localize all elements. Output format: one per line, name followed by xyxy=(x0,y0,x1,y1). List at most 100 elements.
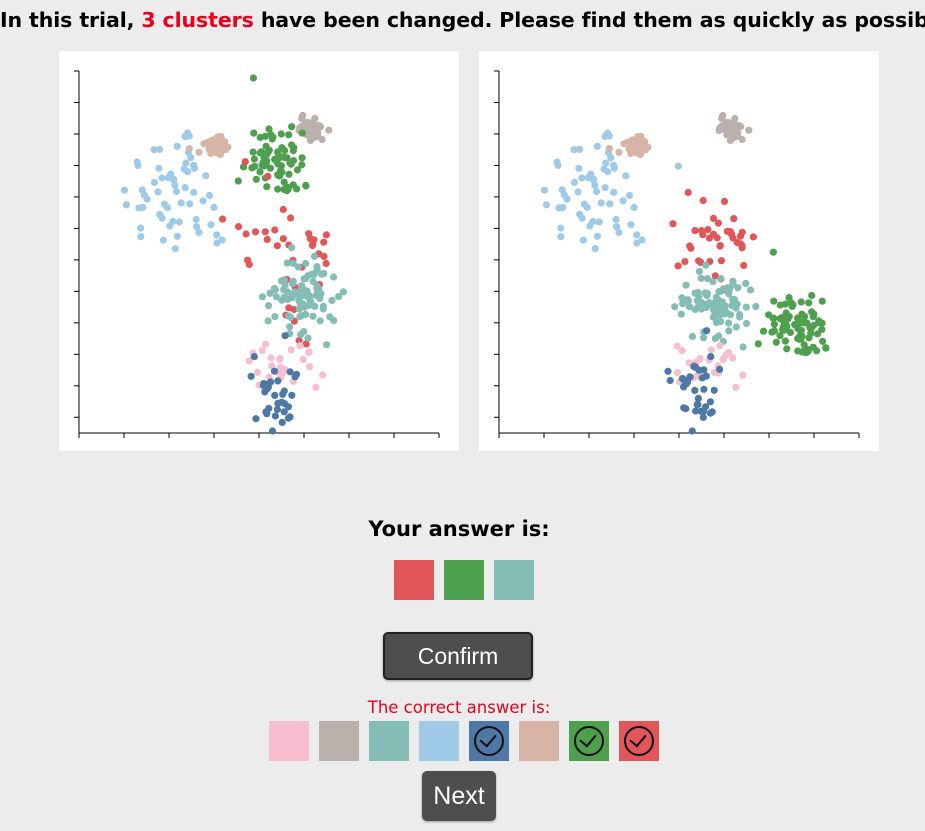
point xyxy=(247,372,255,380)
point xyxy=(256,168,264,176)
point xyxy=(274,399,282,407)
point xyxy=(293,166,302,174)
correct-swatch-pink[interactable] xyxy=(269,721,309,761)
point xyxy=(256,149,264,157)
point xyxy=(287,160,295,168)
point xyxy=(738,241,746,249)
point xyxy=(782,317,790,325)
point xyxy=(267,354,275,362)
point xyxy=(673,342,681,350)
point xyxy=(709,214,718,222)
point xyxy=(299,355,307,363)
point xyxy=(319,371,327,379)
point xyxy=(725,319,733,327)
point xyxy=(717,257,725,265)
point xyxy=(705,234,714,242)
point xyxy=(210,203,218,211)
point xyxy=(298,154,306,162)
correct-swatch-teal[interactable] xyxy=(369,721,409,761)
point xyxy=(677,310,685,318)
point xyxy=(724,284,732,292)
point xyxy=(211,142,219,150)
answer-swatch-green[interactable] xyxy=(444,560,484,600)
point xyxy=(137,233,145,241)
point xyxy=(794,314,802,322)
scatterplot-before-svg xyxy=(74,70,440,438)
point xyxy=(673,368,681,377)
cluster-dark-blue xyxy=(247,332,301,435)
point xyxy=(253,368,261,377)
point xyxy=(578,174,586,182)
correct-swatch-light-blue[interactable] xyxy=(419,721,459,761)
point xyxy=(262,151,270,159)
point xyxy=(678,374,686,383)
point xyxy=(700,385,708,393)
point xyxy=(287,214,295,222)
point xyxy=(267,131,275,139)
cluster-green xyxy=(234,74,310,195)
point xyxy=(273,242,281,250)
point xyxy=(716,342,724,350)
point xyxy=(615,148,623,156)
point xyxy=(313,266,321,274)
point xyxy=(304,334,312,342)
point xyxy=(283,187,291,195)
point xyxy=(716,365,724,373)
point xyxy=(279,205,287,214)
point xyxy=(276,355,284,363)
point xyxy=(589,217,597,226)
point xyxy=(218,236,226,244)
point xyxy=(682,281,690,289)
answer-label: Your answer is: xyxy=(368,517,550,541)
correct-swatch-green[interactable] xyxy=(569,721,609,761)
point xyxy=(770,314,778,322)
point xyxy=(610,161,618,169)
point xyxy=(576,210,584,218)
correct-swatch-gray[interactable] xyxy=(319,721,359,761)
point xyxy=(294,263,302,271)
point xyxy=(315,292,323,300)
point xyxy=(173,232,181,240)
point xyxy=(268,362,276,370)
answer-swatch-teal[interactable] xyxy=(494,560,534,600)
point xyxy=(319,305,327,313)
point xyxy=(328,296,336,304)
cluster-light-blue xyxy=(540,129,682,253)
confirm-button[interactable]: Confirm xyxy=(383,632,533,680)
cluster-gray xyxy=(295,111,333,144)
point xyxy=(274,148,282,156)
point xyxy=(279,235,287,243)
point xyxy=(633,231,641,239)
cluster-light-blue xyxy=(120,129,262,253)
point xyxy=(772,338,780,346)
point xyxy=(805,299,813,307)
next-button[interactable]: Next xyxy=(422,771,496,821)
point xyxy=(722,351,730,359)
point xyxy=(595,218,603,226)
point xyxy=(808,291,816,300)
point xyxy=(262,340,270,348)
point xyxy=(570,178,579,186)
point xyxy=(300,275,308,283)
point xyxy=(263,235,271,243)
point xyxy=(740,261,748,270)
point xyxy=(759,327,768,335)
point xyxy=(674,262,682,270)
correct-swatch-tan[interactable] xyxy=(519,721,559,761)
point xyxy=(234,177,242,185)
correct-swatch-red[interactable] xyxy=(619,721,659,761)
point xyxy=(671,303,679,311)
point xyxy=(276,363,284,371)
point xyxy=(704,226,712,234)
point xyxy=(729,234,737,242)
correct-swatch-dark-blue[interactable] xyxy=(469,721,509,761)
point xyxy=(299,300,307,308)
point xyxy=(284,288,292,296)
point xyxy=(302,340,310,348)
point xyxy=(260,379,268,388)
answer-swatch-red[interactable] xyxy=(394,560,434,600)
point xyxy=(286,368,294,376)
point xyxy=(122,201,130,209)
point xyxy=(156,210,164,218)
point xyxy=(205,191,214,199)
